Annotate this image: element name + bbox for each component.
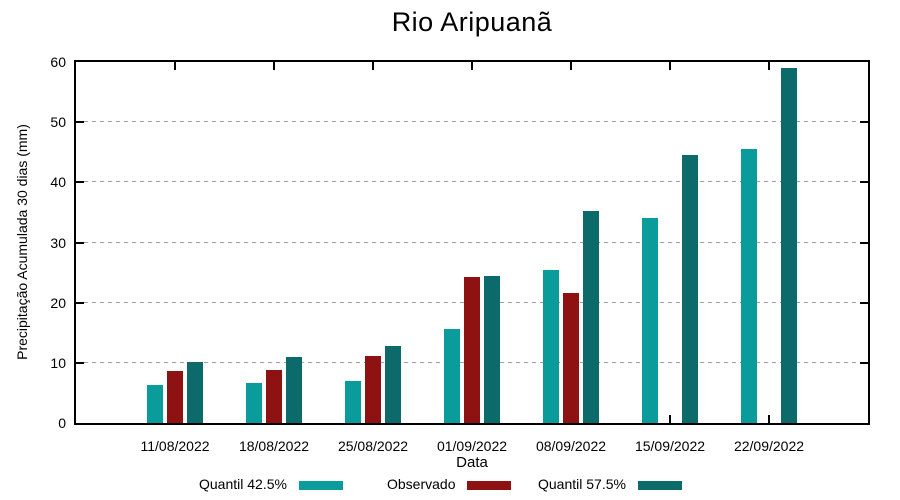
x-axis-title: Data <box>456 454 488 471</box>
legend-item: Quantil 42.5% <box>199 475 343 493</box>
legend-swatch <box>298 480 343 490</box>
legend-label: Quantil 42.5% <box>199 476 287 492</box>
bar <box>266 370 282 423</box>
y-tick-mark <box>860 181 868 183</box>
x-tick-label: 15/09/2022 <box>634 438 706 454</box>
bar <box>444 329 460 423</box>
legend-swatch <box>637 480 682 490</box>
bar <box>642 218 658 423</box>
y-tick-mark <box>76 181 84 183</box>
x-tick-label: 22/09/2022 <box>733 438 805 454</box>
bar <box>682 155 698 423</box>
plot-area <box>74 60 870 425</box>
y-tick-label: 60 <box>50 54 66 70</box>
legend-swatch <box>467 480 512 490</box>
legend-item: Observado <box>387 475 512 493</box>
y-tick-mark <box>76 242 84 244</box>
x-tick-mark <box>768 415 770 423</box>
bar <box>583 211 599 423</box>
bar <box>147 385 163 423</box>
y-tick-mark <box>860 362 868 364</box>
x-tick-label: 01/09/2022 <box>436 438 508 454</box>
legend-label: Quantil 57.5% <box>538 476 626 492</box>
x-tick-mark <box>570 62 572 70</box>
gridline <box>76 181 868 182</box>
y-tick-label: 30 <box>50 235 66 251</box>
bar <box>167 371 183 423</box>
bar <box>385 346 401 423</box>
x-tick-label: 11/08/2022 <box>140 438 210 454</box>
bar <box>345 381 361 423</box>
bar <box>246 383 262 423</box>
x-tick-mark <box>768 62 770 70</box>
y-tick-label: 20 <box>50 295 66 311</box>
bar <box>741 149 757 423</box>
gridline <box>76 242 868 243</box>
bar <box>286 357 302 423</box>
y-tick-mark <box>76 121 84 123</box>
x-tick-label: 18/08/2022 <box>238 438 310 454</box>
legend-label: Observado <box>387 476 456 492</box>
x-tick-mark <box>273 62 275 70</box>
bar <box>365 356 381 423</box>
x-tick-mark <box>669 62 671 70</box>
x-tick-mark <box>471 62 473 70</box>
y-tick-mark <box>860 242 868 244</box>
bar <box>464 277 480 423</box>
bar <box>187 362 203 423</box>
gridline <box>76 121 868 122</box>
y-tick-mark <box>860 302 868 304</box>
bar <box>563 293 579 423</box>
x-tick-mark <box>372 62 374 70</box>
bar <box>781 68 797 423</box>
bar <box>543 270 559 423</box>
x-tick-mark <box>669 415 671 423</box>
y-tick-label: 50 <box>50 114 66 130</box>
y-tick-mark <box>76 362 84 364</box>
bar <box>484 276 500 423</box>
x-tick-label: 08/09/2022 <box>535 438 607 454</box>
y-tick-mark <box>76 302 84 304</box>
x-tick-label: 25/08/2022 <box>337 438 409 454</box>
y-tick-mark <box>860 121 868 123</box>
y-tick-label: 10 <box>50 355 66 371</box>
chart-title: Rio Aripuanã <box>391 7 553 37</box>
x-tick-mark <box>174 62 176 70</box>
y-tick-label: 0 <box>58 415 66 431</box>
legend-item: Quantil 57.5% <box>538 475 682 493</box>
y-tick-label: 40 <box>50 174 66 190</box>
